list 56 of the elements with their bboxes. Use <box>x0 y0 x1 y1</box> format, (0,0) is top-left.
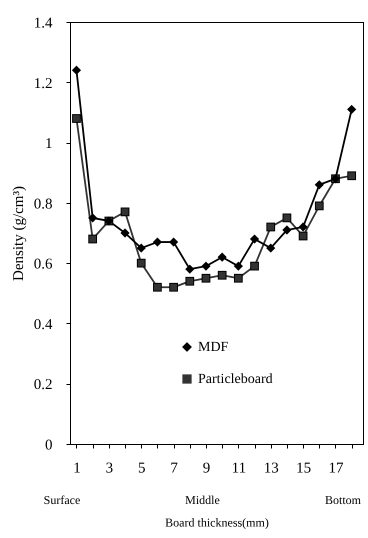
x-tick-label: 7 <box>170 460 178 476</box>
point <box>153 238 162 246</box>
y-tick-label: 0 <box>45 438 52 454</box>
point <box>250 234 259 244</box>
point <box>169 282 178 292</box>
point <box>234 262 243 271</box>
point <box>185 276 194 286</box>
legend-label: Particleboard <box>198 372 273 387</box>
text: Bottom <box>324 493 362 507</box>
text: Middle <box>185 493 220 507</box>
point <box>88 234 98 244</box>
point <box>120 228 130 238</box>
point <box>202 262 210 271</box>
point <box>282 226 292 234</box>
y-tick-label: 0.2 <box>34 377 52 394</box>
legend-label: MDF <box>198 340 229 355</box>
y-tick-label: 1.2 <box>34 76 52 92</box>
point <box>234 274 243 283</box>
x-tick-label: 1 <box>73 460 81 476</box>
point <box>266 222 276 232</box>
point <box>218 270 227 280</box>
point <box>185 264 194 274</box>
point <box>72 66 81 75</box>
x-tick-label: 17 <box>328 460 344 476</box>
y-axis-title: Density (g/cm³) <box>10 186 27 281</box>
x-tick-label: 5 <box>138 460 146 476</box>
point <box>72 114 81 123</box>
point <box>88 214 98 222</box>
text: Surface <box>44 493 80 507</box>
point <box>266 244 276 252</box>
y-tick-label: 0.8 <box>34 196 52 212</box>
point <box>136 244 146 252</box>
point <box>298 222 308 232</box>
point <box>218 252 227 262</box>
point <box>347 171 356 180</box>
point <box>250 262 259 271</box>
y-tick-label: 0.6 <box>34 256 53 273</box>
x-tick-label: 9 <box>202 460 210 476</box>
point <box>169 238 178 246</box>
point <box>298 232 308 240</box>
point <box>120 208 130 216</box>
point <box>136 258 146 268</box>
point <box>153 282 162 292</box>
y-tick-label: 1.4 <box>34 16 53 32</box>
x-axis-title: Board thickness(mm) <box>165 516 269 530</box>
x-tick-label: 13 <box>264 460 279 476</box>
point <box>314 202 324 210</box>
y-tick-label: 1 <box>45 136 52 152</box>
x-tick-label: 15 <box>296 460 312 476</box>
x-tick-label: 3 <box>106 460 114 476</box>
point <box>282 214 292 222</box>
point <box>314 180 324 190</box>
point <box>347 105 356 114</box>
y-tick-label: 0.4 <box>34 316 53 333</box>
point <box>202 274 210 283</box>
x-tick-label: 11 <box>232 460 246 476</box>
